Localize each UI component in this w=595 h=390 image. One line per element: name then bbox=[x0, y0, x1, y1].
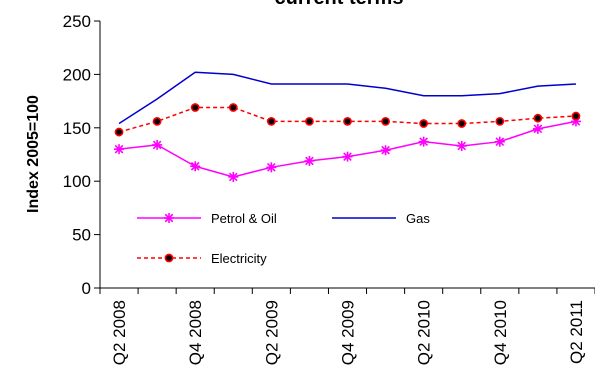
data-point bbox=[266, 116, 276, 126]
y-axis-label: Index 2005=100 bbox=[25, 95, 42, 213]
y-tick-label: 50 bbox=[72, 226, 91, 245]
data-point bbox=[343, 116, 352, 126]
series-gas bbox=[118, 71, 577, 125]
y-tick-label: 250 bbox=[63, 12, 91, 31]
x-tick-label: Q4 2010 bbox=[491, 300, 510, 365]
x-tick-label: Q2 2008 bbox=[110, 300, 129, 365]
x-tick-label: Q4 2009 bbox=[339, 300, 358, 365]
y-tick-label: 100 bbox=[63, 172, 91, 191]
data-point bbox=[228, 103, 238, 112]
data-point bbox=[419, 119, 429, 128]
data-point bbox=[532, 123, 543, 134]
data-point bbox=[152, 116, 162, 126]
data-point bbox=[114, 144, 125, 155]
legend-item-petrol-oil: Petrol & Oil bbox=[137, 211, 277, 226]
y-axis: 0 50 100 150 200 250 bbox=[63, 12, 101, 298]
data-point bbox=[456, 140, 467, 151]
x-axis: Q2 2008 Q4 2008 Q2 2009 Q4 2009 Q2 2010 Q4 20… bbox=[99, 287, 595, 365]
series-petrol-oil bbox=[114, 116, 581, 182]
data-point bbox=[190, 161, 201, 172]
data-point bbox=[494, 136, 505, 147]
data-point bbox=[305, 116, 314, 126]
data-point bbox=[380, 145, 391, 156]
x-tick-label: Q2 2009 bbox=[262, 300, 281, 365]
data-point bbox=[571, 111, 581, 121]
data-point bbox=[457, 119, 467, 128]
y-tick-label: 150 bbox=[63, 119, 91, 138]
series-line-petrol-oil bbox=[118, 120, 577, 178]
legend-label: Gas bbox=[406, 211, 430, 226]
data-point bbox=[114, 127, 124, 137]
y-tick-label: 0 bbox=[82, 279, 91, 298]
x-tick-label: Q4 2008 bbox=[186, 300, 205, 365]
data-point bbox=[342, 151, 353, 162]
series-electricity bbox=[114, 103, 581, 137]
plot-area bbox=[114, 71, 581, 182]
legend-marker bbox=[164, 253, 174, 263]
data-point bbox=[495, 116, 505, 126]
data-point bbox=[533, 113, 543, 123]
legend-label: Petrol & Oil bbox=[211, 211, 277, 226]
series-line-gas bbox=[118, 71, 577, 125]
legend-item-electricity: Electricity bbox=[137, 251, 267, 266]
data-point bbox=[381, 116, 390, 126]
y-tick-label: 200 bbox=[63, 65, 91, 84]
legend: Petrol & Oil Gas Electricity bbox=[137, 211, 430, 266]
chart-title: current terms bbox=[275, 0, 404, 9]
data-point bbox=[152, 139, 163, 150]
data-point bbox=[190, 103, 200, 112]
data-point bbox=[266, 162, 277, 173]
data-point bbox=[228, 171, 239, 182]
data-point bbox=[418, 136, 429, 147]
x-tick-label: Q2 2011 bbox=[567, 300, 586, 364]
legend-item-gas: Gas bbox=[332, 211, 430, 226]
data-point bbox=[304, 155, 315, 166]
legend-label: Electricity bbox=[211, 251, 267, 266]
legend-marker bbox=[164, 213, 174, 223]
x-tick-label: Q2 2010 bbox=[415, 300, 434, 365]
